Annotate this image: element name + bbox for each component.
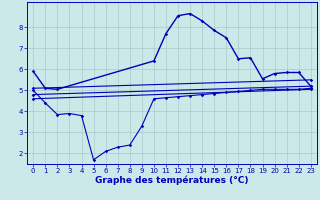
X-axis label: Graphe des températures (°C): Graphe des températures (°C) — [95, 176, 249, 185]
